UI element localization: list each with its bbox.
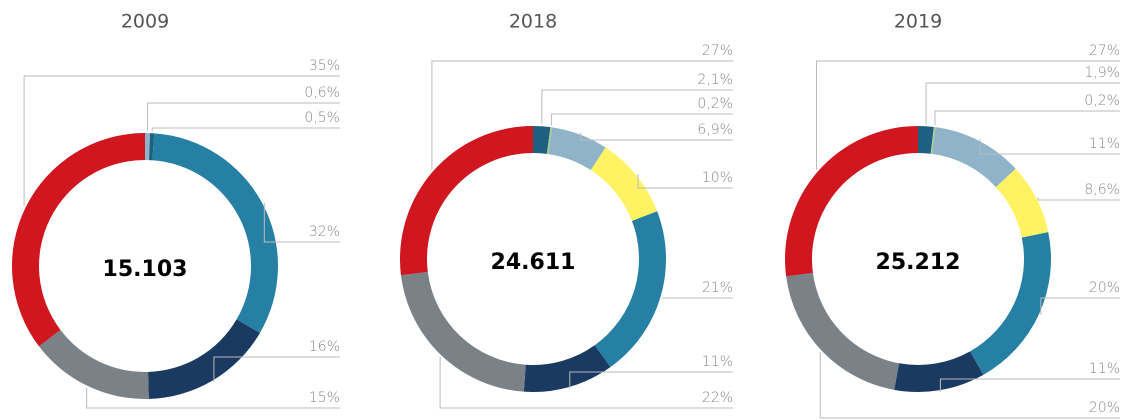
donut-segment bbox=[546, 127, 553, 155]
leader-line bbox=[541, 89, 733, 125]
value-label: 11% bbox=[702, 354, 733, 370]
chart-title: 2009 bbox=[121, 11, 169, 33]
donut-segment bbox=[548, 127, 606, 171]
donut-segment bbox=[970, 232, 1051, 375]
value-label: 1,9% bbox=[1084, 65, 1120, 81]
donut-segment bbox=[995, 168, 1049, 238]
leader-line bbox=[819, 352, 1120, 419]
leader-line bbox=[580, 132, 733, 141]
leader-line bbox=[1040, 297, 1120, 315]
donut-segment bbox=[145, 133, 151, 161]
leader-line bbox=[263, 202, 340, 243]
value-label: 0,2% bbox=[697, 96, 733, 112]
center-label: 25.212 bbox=[876, 250, 961, 275]
leader-line bbox=[1037, 197, 1120, 201]
leader-line bbox=[439, 356, 733, 409]
donut-segment bbox=[152, 133, 278, 333]
leader-line bbox=[23, 75, 340, 206]
value-label: 27% bbox=[702, 43, 733, 59]
value-label: 6,9% bbox=[697, 122, 733, 138]
value-label: 35% bbox=[309, 58, 340, 74]
value-label: 11% bbox=[1089, 361, 1120, 377]
leader-line bbox=[637, 174, 733, 189]
leader-line bbox=[213, 356, 340, 383]
donut-segment bbox=[590, 147, 658, 221]
leader-line bbox=[431, 60, 733, 170]
leader-line bbox=[939, 378, 1120, 393]
value-label: 16% bbox=[309, 339, 340, 355]
value-label: 11% bbox=[1089, 136, 1120, 152]
center-label: 24.611 bbox=[491, 250, 576, 275]
leader-line bbox=[816, 60, 1120, 170]
value-label: 21% bbox=[702, 280, 733, 296]
donut-segment bbox=[930, 126, 936, 154]
donut-segment bbox=[918, 126, 934, 154]
center-label: 15.103 bbox=[103, 257, 188, 282]
leader-line bbox=[151, 127, 340, 132]
donut-segment bbox=[533, 126, 551, 154]
value-label: 15% bbox=[309, 390, 340, 406]
leader-line bbox=[569, 371, 733, 389]
donut-segment bbox=[400, 126, 533, 276]
value-label: 8,6% bbox=[1084, 182, 1120, 198]
value-label: 0,6% bbox=[304, 85, 340, 101]
value-label: 0,5% bbox=[304, 110, 340, 126]
value-label: 2,1% bbox=[697, 72, 733, 88]
leader-line bbox=[147, 102, 340, 132]
donut-segment bbox=[786, 272, 900, 390]
donut-segment bbox=[400, 271, 526, 392]
value-label: 20% bbox=[1089, 400, 1120, 416]
donut-segment bbox=[931, 127, 1016, 188]
value-label: 10% bbox=[702, 170, 733, 186]
donut-segment bbox=[594, 211, 666, 368]
value-label: 32% bbox=[309, 224, 340, 240]
donut-segment bbox=[784, 126, 918, 277]
value-label: 0,2% bbox=[1084, 93, 1120, 109]
value-label: 22% bbox=[702, 390, 733, 406]
chart-title: 2018 bbox=[509, 11, 557, 33]
donut-segment bbox=[894, 351, 984, 392]
leader-line bbox=[925, 82, 1120, 125]
leader-line bbox=[979, 139, 1120, 155]
donut-segment bbox=[149, 133, 155, 161]
leader-line bbox=[934, 110, 1120, 126]
value-label: 20% bbox=[1089, 280, 1120, 296]
donut-segment bbox=[148, 319, 260, 399]
donut-segment bbox=[523, 345, 611, 392]
donut-segment bbox=[11, 133, 146, 347]
leader-line bbox=[551, 113, 733, 126]
leader-line bbox=[86, 387, 340, 409]
value-label: 27% bbox=[1089, 43, 1120, 59]
chart-title: 2019 bbox=[894, 11, 942, 33]
donut-segment bbox=[38, 330, 149, 399]
